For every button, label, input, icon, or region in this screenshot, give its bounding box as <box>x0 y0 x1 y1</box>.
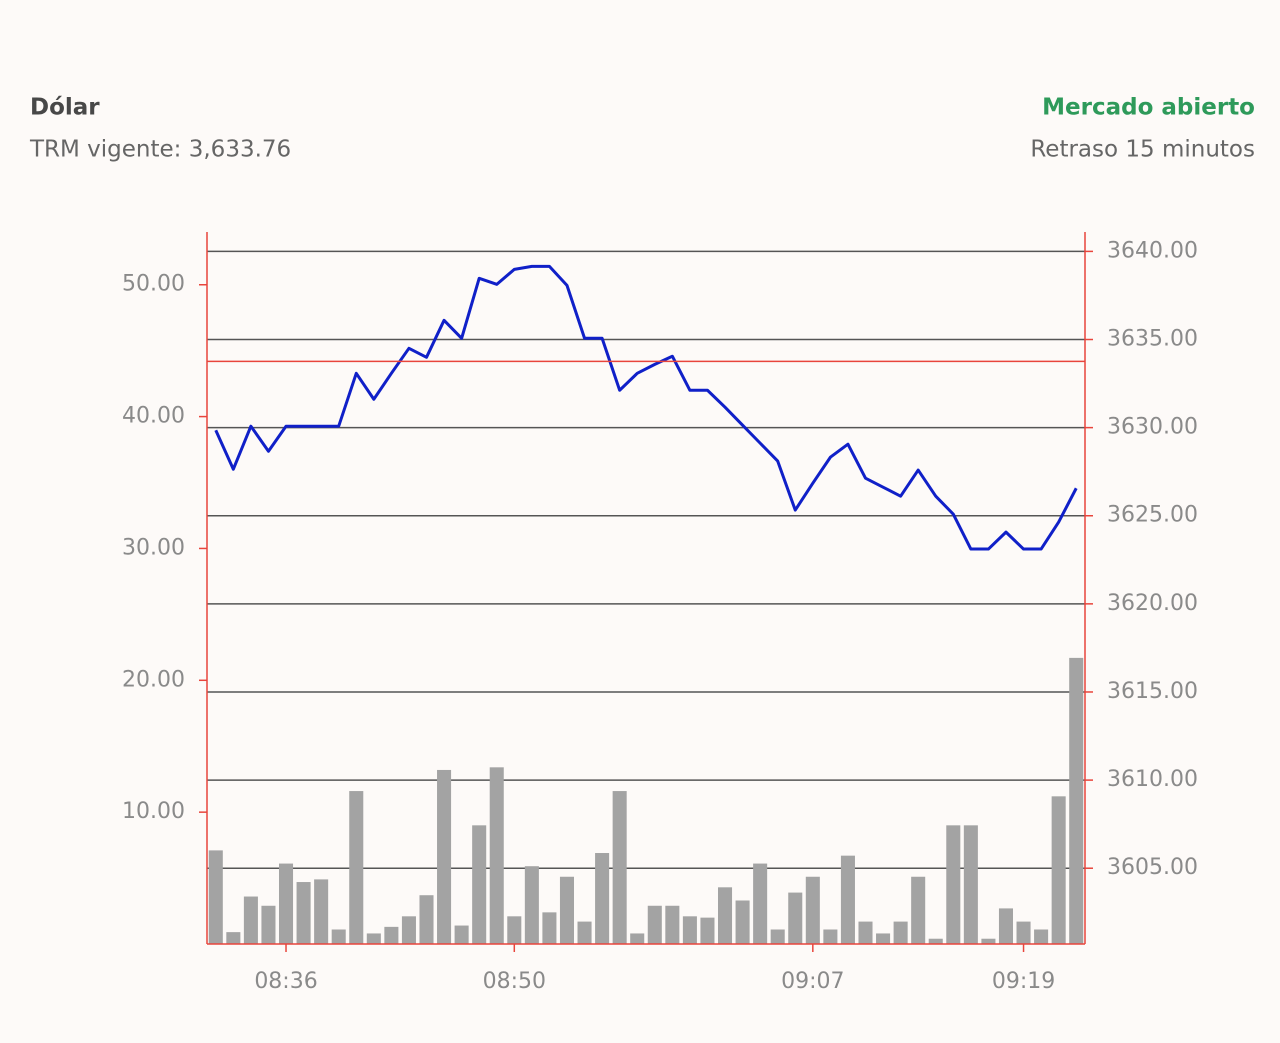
volume-bar <box>612 791 627 944</box>
delay: Retraso 15 minutos <box>1030 137 1255 163</box>
y2-tick-label: 3620.00 <box>1107 591 1198 616</box>
x-tick-label: 08:36 <box>254 969 317 994</box>
volume-bar <box>577 921 592 944</box>
volume-bar <box>542 912 557 944</box>
y2-tick-label: 3610.00 <box>1107 767 1198 792</box>
volume-bar <box>296 882 311 944</box>
market-status: Mercado abierto <box>1042 95 1255 121</box>
volume-bar <box>981 938 996 944</box>
volume-bar <box>1034 929 1049 944</box>
volume-bar <box>472 825 487 944</box>
y-tick-label: 30.00 <box>122 535 185 560</box>
x-tick-label: 08:50 <box>483 969 546 994</box>
volume-bar <box>366 933 381 944</box>
y-tick-label: 10.00 <box>122 799 185 824</box>
volume-bar <box>226 932 241 944</box>
volume-bar <box>419 895 434 944</box>
volume-bar <box>261 905 276 944</box>
volume-bar <box>1069 657 1084 944</box>
y2-tick-label: 3640.00 <box>1107 238 1198 263</box>
volume-bar <box>384 926 399 944</box>
x-tick-label: 09:19 <box>992 969 1055 994</box>
volume-bar <box>208 850 223 944</box>
price-line <box>214 264 1078 551</box>
volume-bar <box>858 921 873 944</box>
volume-bar <box>1051 796 1066 944</box>
volume-bar <box>963 825 978 944</box>
volume-bar <box>331 929 346 944</box>
asset-title: Dólar <box>30 95 100 121</box>
volume-bar <box>788 892 803 944</box>
volume-bar <box>840 855 855 944</box>
y2-tick-label: 3625.00 <box>1107 503 1198 528</box>
volume-bar <box>647 905 662 944</box>
volume-bar <box>243 896 258 944</box>
y2-tick-label: 3615.00 <box>1107 679 1198 704</box>
volume-bar <box>700 917 715 944</box>
volume-bar <box>823 929 838 944</box>
volume-bar <box>454 925 469 944</box>
volume-bar <box>911 876 926 944</box>
volume-bar <box>928 938 943 944</box>
y-tick-label: 50.00 <box>122 272 185 297</box>
volume-bar <box>893 921 908 944</box>
y-tick-label: 40.00 <box>122 404 185 429</box>
volume-bar <box>595 853 610 944</box>
volume-bar <box>998 908 1014 944</box>
volume-bar <box>401 916 416 944</box>
volume-bar <box>1016 921 1031 944</box>
volume-bar <box>735 900 750 944</box>
volume-bar <box>753 863 768 944</box>
volume-bar <box>770 929 785 944</box>
volume-bar <box>665 905 680 944</box>
volume-bar <box>682 916 697 944</box>
volume-bar <box>946 825 961 944</box>
volume-bar <box>278 863 294 944</box>
volume-bar <box>805 876 820 944</box>
volume-bar <box>437 769 452 944</box>
volume-bar <box>489 767 504 944</box>
volume-bar <box>524 866 539 944</box>
volume-bar <box>507 916 522 944</box>
trm: TRM vigente: 3,633.76 <box>29 137 291 163</box>
y2-tick-label: 3605.00 <box>1107 855 1198 880</box>
volume-bar <box>876 933 891 944</box>
y2-tick-label: 3635.00 <box>1107 327 1198 352</box>
volume-bar <box>314 879 329 944</box>
volume-bar <box>349 791 364 944</box>
y-tick-label: 20.00 <box>122 667 185 692</box>
volume-bar <box>717 887 733 944</box>
y2-tick-label: 3630.00 <box>1107 415 1198 440</box>
x-tick-label: 09:07 <box>781 969 844 994</box>
volume-bar <box>630 933 645 944</box>
volume-bar <box>559 876 575 944</box>
